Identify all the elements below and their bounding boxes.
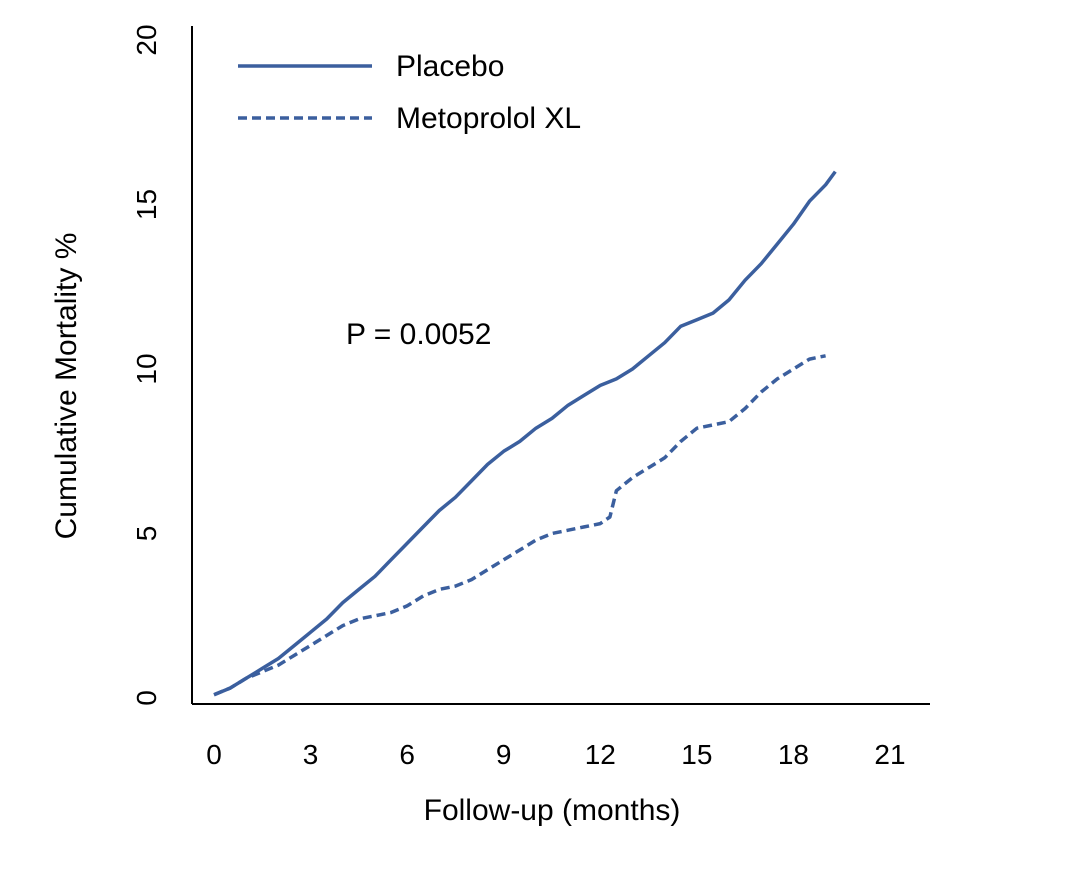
legend: Placebo Metoprolol XL — [238, 50, 581, 135]
series-line-metoprolol — [213, 354, 826, 697]
y-tick-label: 20 — [131, 24, 162, 55]
legend-label: Placebo — [396, 50, 504, 83]
series-line-placebo — [213, 170, 837, 697]
legend-label: Metoprolol XL — [396, 102, 581, 135]
p-value-annotation: P = 0.0052 — [346, 318, 491, 351]
x-tick-label: 3 — [303, 739, 319, 770]
x-tick-label: 18 — [778, 739, 809, 770]
y-tick-label: 15 — [131, 189, 162, 220]
x-tick-label: 21 — [874, 739, 905, 770]
x-tick-label: 15 — [681, 739, 712, 770]
y-axis-title: Cumulative Mortality % — [50, 233, 83, 540]
x-tick-label: 12 — [585, 739, 616, 770]
y-tick-label: 5 — [131, 526, 162, 542]
series-layer — [213, 170, 837, 697]
y-tick-label: 10 — [131, 353, 162, 384]
y-tick-label: 0 — [131, 690, 162, 706]
x-axis-title: Follow-up (months) — [424, 794, 681, 827]
x-tick-label: 0 — [206, 739, 222, 770]
axes — [191, 26, 930, 705]
x-tick-label: 6 — [399, 739, 415, 770]
x-tick-label: 9 — [496, 739, 512, 770]
ticks: 0 3 6 9 12 15 18 21 0 5 10 15 20 — [131, 24, 906, 770]
